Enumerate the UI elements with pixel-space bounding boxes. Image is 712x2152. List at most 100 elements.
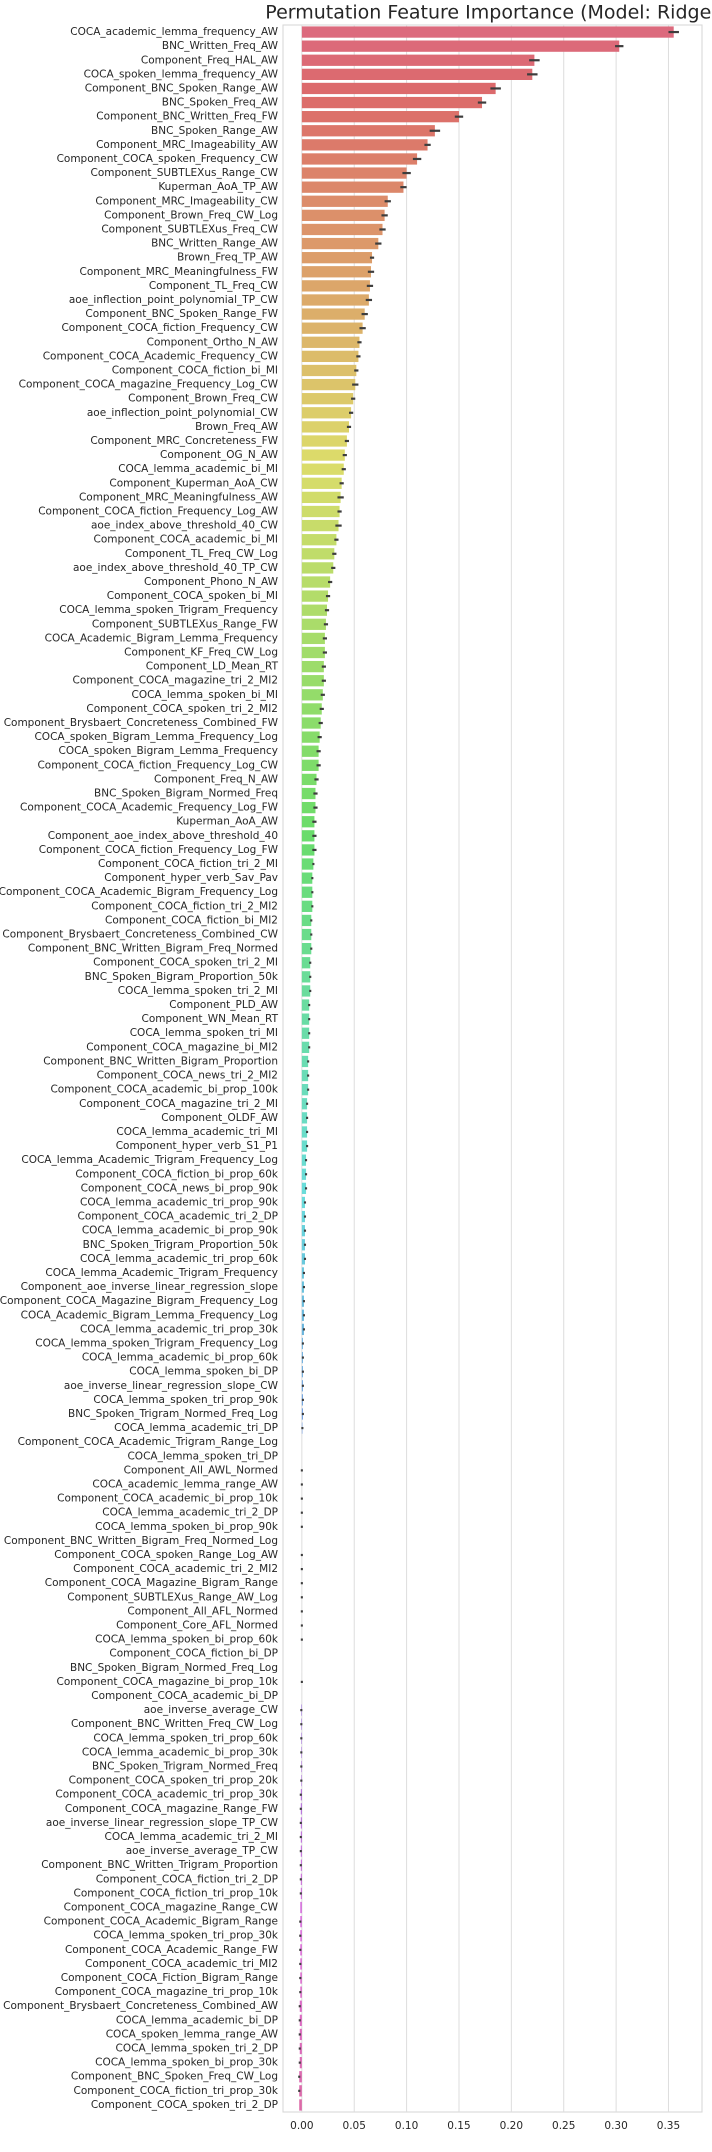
x-tick-label: 0.35 — [657, 2120, 680, 2132]
x-tick-label: 0.15 — [447, 2120, 470, 2132]
y-tick-label: COCA_spoken_lemma_range_AW — [106, 2028, 279, 2040]
y-tick-label: Component_COCA_fiction_Frequency_CW — [61, 322, 278, 334]
bar — [301, 477, 342, 489]
y-tick-label: Component_aoe_inverse_linear_regression_… — [21, 1281, 278, 1293]
y-tick-label: Component_COCA_fiction_tri_2_DP — [96, 1873, 278, 1885]
bar — [301, 773, 317, 786]
y-tick-label: Component_COCA_Fiction_Bigram_Range — [61, 1972, 278, 1984]
y-tick-label: Component_All_AWL_Normed — [124, 1464, 278, 1476]
y-tick-label: Component_MRC_Meaningfulness_AW — [79, 491, 279, 503]
bar — [301, 308, 365, 320]
y-tick-label: Brown_Freq_AW — [195, 421, 279, 433]
x-tick-label: 0.10 — [395, 2120, 418, 2132]
bar — [301, 1027, 310, 1039]
y-tick-label: Component_Freq_HAL_AW — [141, 54, 279, 66]
bar — [299, 2085, 302, 2097]
bar — [301, 731, 320, 743]
bar — [301, 181, 404, 193]
y-tick-label: Component_BNC_Written_Trigram_Proportion — [41, 1859, 278, 1871]
y-tick-label: Component_MRC_Imageability_CW — [95, 195, 278, 207]
y-tick-label: COCA_lemma_spoken_bi_prop_90k — [95, 1521, 279, 1533]
y-tick-label: COCA_spoken_lemma_frequency_AW — [84, 68, 279, 80]
y-tick-label: Component_All_AFL_Normed — [127, 1605, 278, 1617]
y-tick-label: COCA_lemma_academic_tri_2_MI — [104, 1831, 278, 1843]
bar — [301, 548, 335, 560]
y-tick-label: Component_COCA_magazine_bi_MI2 — [86, 1041, 278, 1053]
y-tick-label: Component_COCA_fiction_tri_2_MI2 — [91, 900, 278, 912]
y-tick-label: Component_hyper_verb_S1_P1 — [116, 1140, 278, 1152]
y-tick-label: Component_BNC_Written_Freq_FW — [96, 111, 278, 123]
y-tick-label: Component_COCA_magazine_tri_prop_10k — [55, 1986, 279, 1998]
y-tick-label: Component_SUBTLEXus_Range_AW_Log — [67, 1591, 278, 1603]
y-tick-label: Component_COCA_academic_tri_prop_30k — [55, 1789, 279, 1801]
y-tick-label: COCA_lemma_spoken_tri_prop_30k — [93, 1930, 279, 1942]
y-tick-label: BNC_Written_Range_AW — [151, 238, 279, 250]
y-tick-label: Kuperman_AoA_AW — [176, 816, 278, 828]
bar — [301, 717, 321, 729]
y-tick-label: COCA_lemma_spoken_tri_MI — [130, 1027, 278, 1039]
bar — [301, 1210, 305, 1223]
bar — [301, 336, 360, 348]
y-tick-label: COCA_lemma_academic_tri_MI — [116, 1126, 278, 1138]
bar — [301, 68, 533, 80]
y-tick-label: Component_Brown_Freq_CW_Log — [104, 209, 278, 221]
bar — [301, 322, 363, 334]
x-tick-label: 0.00 — [290, 2120, 313, 2132]
y-tick-label: COCA_lemma_spoken_Trigram_Frequency — [59, 604, 278, 616]
bar — [301, 928, 312, 941]
bar — [301, 985, 311, 997]
y-tick-label: Component_Core_AFL_Normed — [116, 1620, 278, 1632]
bar — [301, 125, 435, 137]
bar — [301, 1140, 308, 1152]
bar — [301, 167, 407, 179]
y-tick-label: Component_COCA_magazine_tri_2_MI2 — [73, 675, 279, 687]
y-tick-label: COCA_academic_lemma_frequency_AW — [70, 26, 278, 38]
y-tick-label: aoe_index_above_threshold_40_CW — [91, 520, 279, 532]
bar — [301, 1196, 305, 1209]
bar — [301, 872, 313, 884]
bar — [301, 505, 340, 518]
y-tick-label: Component_PLD_AW — [169, 999, 278, 1011]
y-tick-label: Component_COCA_fiction_Frequency_Log_FW — [39, 844, 279, 856]
bar — [301, 491, 341, 504]
bar — [301, 759, 319, 771]
y-tick-label: Component_Freq_N_AW — [154, 773, 279, 785]
y-tick-label: Component_COCA_fiction_bi_prop_60k — [75, 1168, 279, 1180]
bar — [301, 703, 322, 715]
y-tick-label: Component_COCA_Academic_Trigram_Range_Lo… — [18, 1436, 278, 1448]
y-tick-label: COCA_lemma_academic_tri_prop_90k — [80, 1196, 279, 1208]
y-tick-label: Component_Brown_Freq_CW — [128, 393, 278, 405]
bar — [301, 1084, 309, 1096]
y-tick-label: Component_COCA_academic_bi_MI — [94, 534, 279, 546]
y-tick-label: COCA_spoken_Bigram_Lemma_Frequency_Log — [34, 731, 278, 743]
y-tick-label: COCA_Academic_Bigram_Lemma_Frequency_Log — [21, 1309, 278, 1321]
bar — [301, 675, 324, 687]
y-tick-label: Kuperman_AoA_TP_AW — [158, 181, 278, 193]
y-tick-label: Component_COCA_fiction_tri_2_MI — [98, 858, 278, 870]
y-tick-label: aoe_inverse_linear_regression_slope_CW — [64, 1380, 279, 1392]
y-tick-label: Component_COCA_Academic_Range_FW — [65, 1944, 279, 1956]
x-tick-label: 0.30 — [604, 2120, 627, 2132]
y-tick-label: COCA_lemma_academic_bi_DP — [116, 2014, 278, 2026]
bar — [301, 111, 459, 123]
y-tick-label: Component_OG_N_AW — [160, 449, 279, 461]
y-tick-label: Component_COCA_magazine_Frequency_Log_CW — [19, 379, 279, 391]
y-tick-label: Component_Brysbaert_Concreteness_Combine… — [3, 2000, 278, 2012]
bar — [301, 590, 329, 602]
bar — [301, 886, 313, 898]
bar — [301, 26, 674, 38]
bar — [301, 350, 359, 363]
y-tick-label: Component_COCA_magazine_Range_FW — [65, 1803, 279, 1815]
bar — [301, 435, 347, 447]
bar — [301, 1112, 308, 1124]
bar — [301, 632, 325, 645]
y-tick-label: aoe_inverse_linear_regression_slope_TP_C… — [46, 1817, 279, 1829]
y-tick-label: COCA_lemma_academic_tri_prop_30k — [80, 1323, 279, 1335]
y-tick-label: Component_BNC_Written_Bigram_Freq_Normed… — [4, 1535, 278, 1547]
y-tick-label: COCA_lemma_Academic_Trigram_Frequency — [45, 1267, 278, 1279]
y-tick-label: Component_COCA_news_bi_prop_90k — [81, 1182, 279, 1194]
y-tick-label: Component_COCA_academic_bi_DP — [91, 1690, 278, 1702]
y-tick-label: COCA_academic_lemma_range_AW — [92, 1478, 278, 1490]
bar — [299, 2099, 302, 2111]
